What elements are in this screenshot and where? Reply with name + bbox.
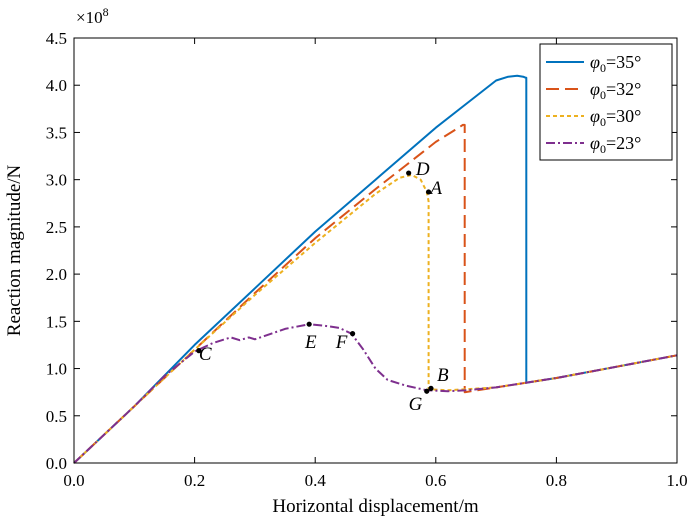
y-tick-label: 2.5 [46,218,67,237]
point-b [428,385,434,391]
series-line-3 [73,323,678,464]
point-label-g: G [409,394,423,415]
legend-label-2: φ0=30° [590,106,641,129]
y-multiplier-base: ×10 [76,8,103,27]
legend: φ0=35° φ0=32° φ0=30° φ0=23° [539,43,673,161]
legend-label-1: φ0=32° [590,79,641,102]
point-label-f: F [335,332,348,353]
x-tick-label: 0.0 [63,471,84,490]
point-f [349,331,356,337]
y-tick-label: 3.5 [46,123,67,142]
axis-ticks: 0.0 0.2 0.4 0.6 0.8 1.0 0.0 0.5 1.0 1.5 2.0 2.5 3.0 3… [46,29,688,490]
point-c [196,348,202,354]
y-tick-label: 2.0 [46,265,67,284]
y-tick-label: 0.0 [46,454,67,473]
legend-box [539,43,673,161]
y-axis-label: Reaction magnitude/N [4,164,25,336]
plot-frame [73,37,678,464]
point-label-d: D [415,159,430,180]
point-a [425,189,432,195]
point-label-b: B [437,365,449,386]
x-tick-label: 0.4 [305,471,327,490]
x-tick-label: 1.0 [666,471,687,490]
y-tick-label: 4.0 [46,76,67,95]
point-label-e: E [304,332,317,353]
y-tick-label: 4.5 [46,29,67,48]
annotation-points: A B C D E F G [196,159,449,415]
series-line-1 [73,123,678,464]
point-label-c: C [199,344,212,365]
y-multiplier-exponent: 8 [103,5,109,19]
point-label-a: A [428,178,442,199]
series-line-2 [73,173,678,464]
point-e [306,321,312,327]
y-tick-label: 0.5 [46,407,67,426]
series-layer [73,74,678,464]
x-axis-label: Horizontal displacement/m [272,496,479,517]
legend-label-0: φ0=35° [590,52,641,75]
x-tick-label: 0.6 [425,471,446,490]
point-d [406,170,412,176]
y-axis-multiplier: ×108 [76,5,109,27]
y-tick-label: 3.0 [46,171,67,190]
x-tick-label: 0.8 [546,471,567,490]
point-g [424,388,430,394]
x-tick-label: 0.2 [184,471,205,490]
legend-label-3: φ0=23° [590,133,641,156]
y-tick-label: 1.0 [46,360,67,379]
y-tick-label: 1.5 [46,312,67,331]
